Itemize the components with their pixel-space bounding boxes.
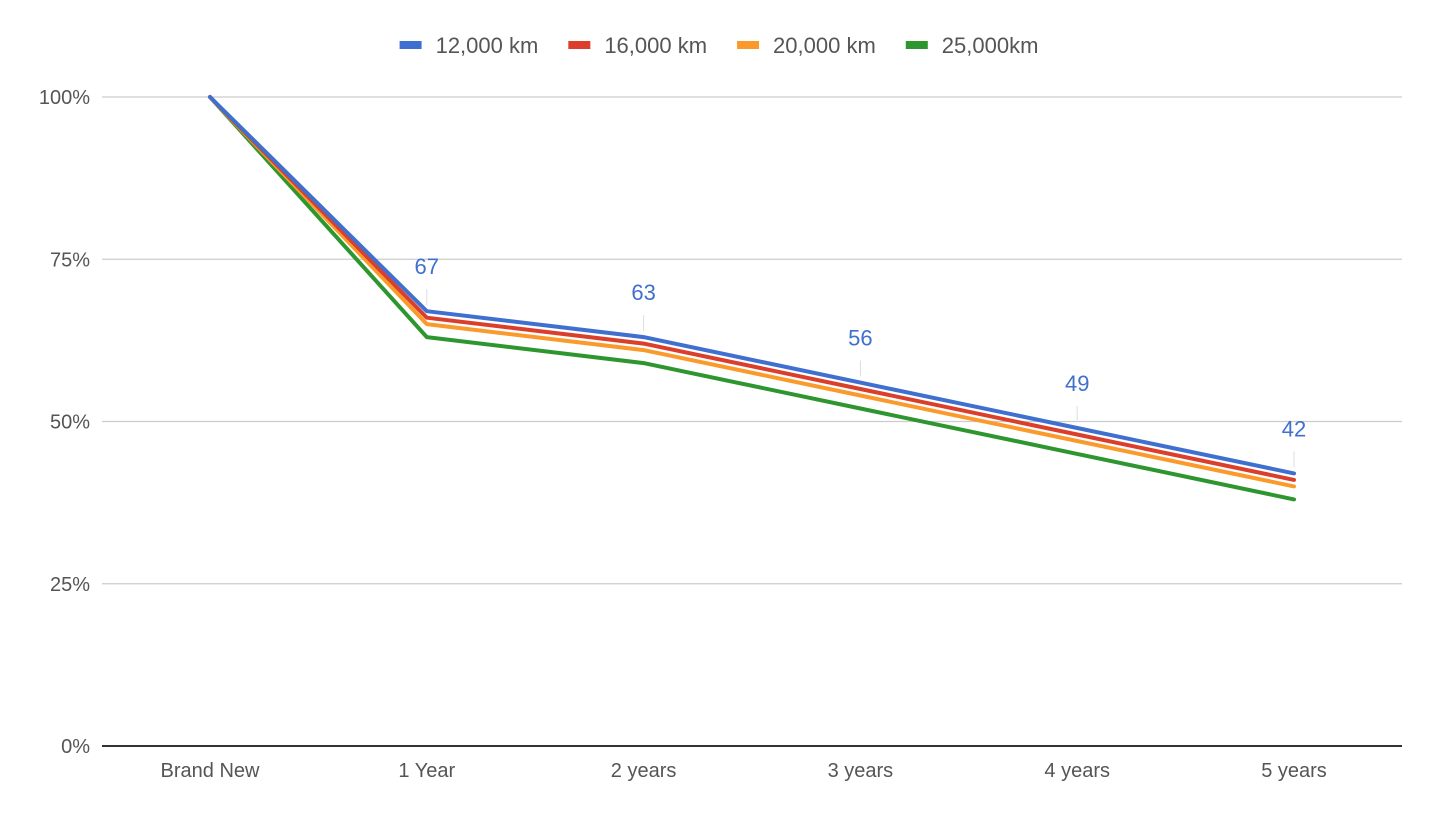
series-line-1 <box>208 95 1296 482</box>
y-tick-label: 0% <box>61 736 90 758</box>
legend-swatch <box>399 41 422 49</box>
legend-swatch <box>737 41 760 49</box>
y-tick-label: 75% <box>50 249 90 271</box>
data-label: 67 <box>415 254 439 279</box>
y-tick-label: 100% <box>39 87 90 109</box>
legend-label: 25,000km <box>942 33 1039 58</box>
x-tick-label: 3 years <box>828 760 894 782</box>
data-label: 63 <box>631 280 655 305</box>
data-label: 42 <box>1282 416 1306 441</box>
legend: 12,000 km 16,000 km 20,000 km 25,000km <box>399 33 1039 58</box>
series-line-0 <box>208 95 1296 476</box>
series-lines <box>208 95 1296 502</box>
legend-label: 20,000 km <box>773 33 876 58</box>
legend-label: 16,000 km <box>604 33 707 58</box>
series-line-3 <box>208 95 1296 502</box>
series-line-2 <box>208 95 1296 489</box>
x-tick-label: 1 Year <box>398 760 455 782</box>
x-tick-label: 2 years <box>611 760 677 782</box>
legend-label: 12,000 km <box>436 33 539 58</box>
x-axis-ticks: Brand New 1 Year 2 years 3 years 4 years 5 ye… <box>161 760 1327 782</box>
x-tick-label: Brand New <box>161 760 260 782</box>
legend-swatch <box>568 41 591 49</box>
data-label: 49 <box>1065 371 1089 396</box>
data-labels: 67 63 56 49 42 <box>415 254 1306 468</box>
y-tick-label: 25% <box>50 574 90 596</box>
x-tick-label: 4 years <box>1044 760 1110 782</box>
y-tick-label: 50% <box>50 412 90 434</box>
gridlines <box>102 96 1402 747</box>
data-label: 56 <box>848 326 872 351</box>
x-tick-label: 5 years <box>1261 760 1327 782</box>
legend-swatch <box>905 41 928 49</box>
y-axis-ticks: 0% 25% 50% 75% 100% <box>39 87 90 758</box>
